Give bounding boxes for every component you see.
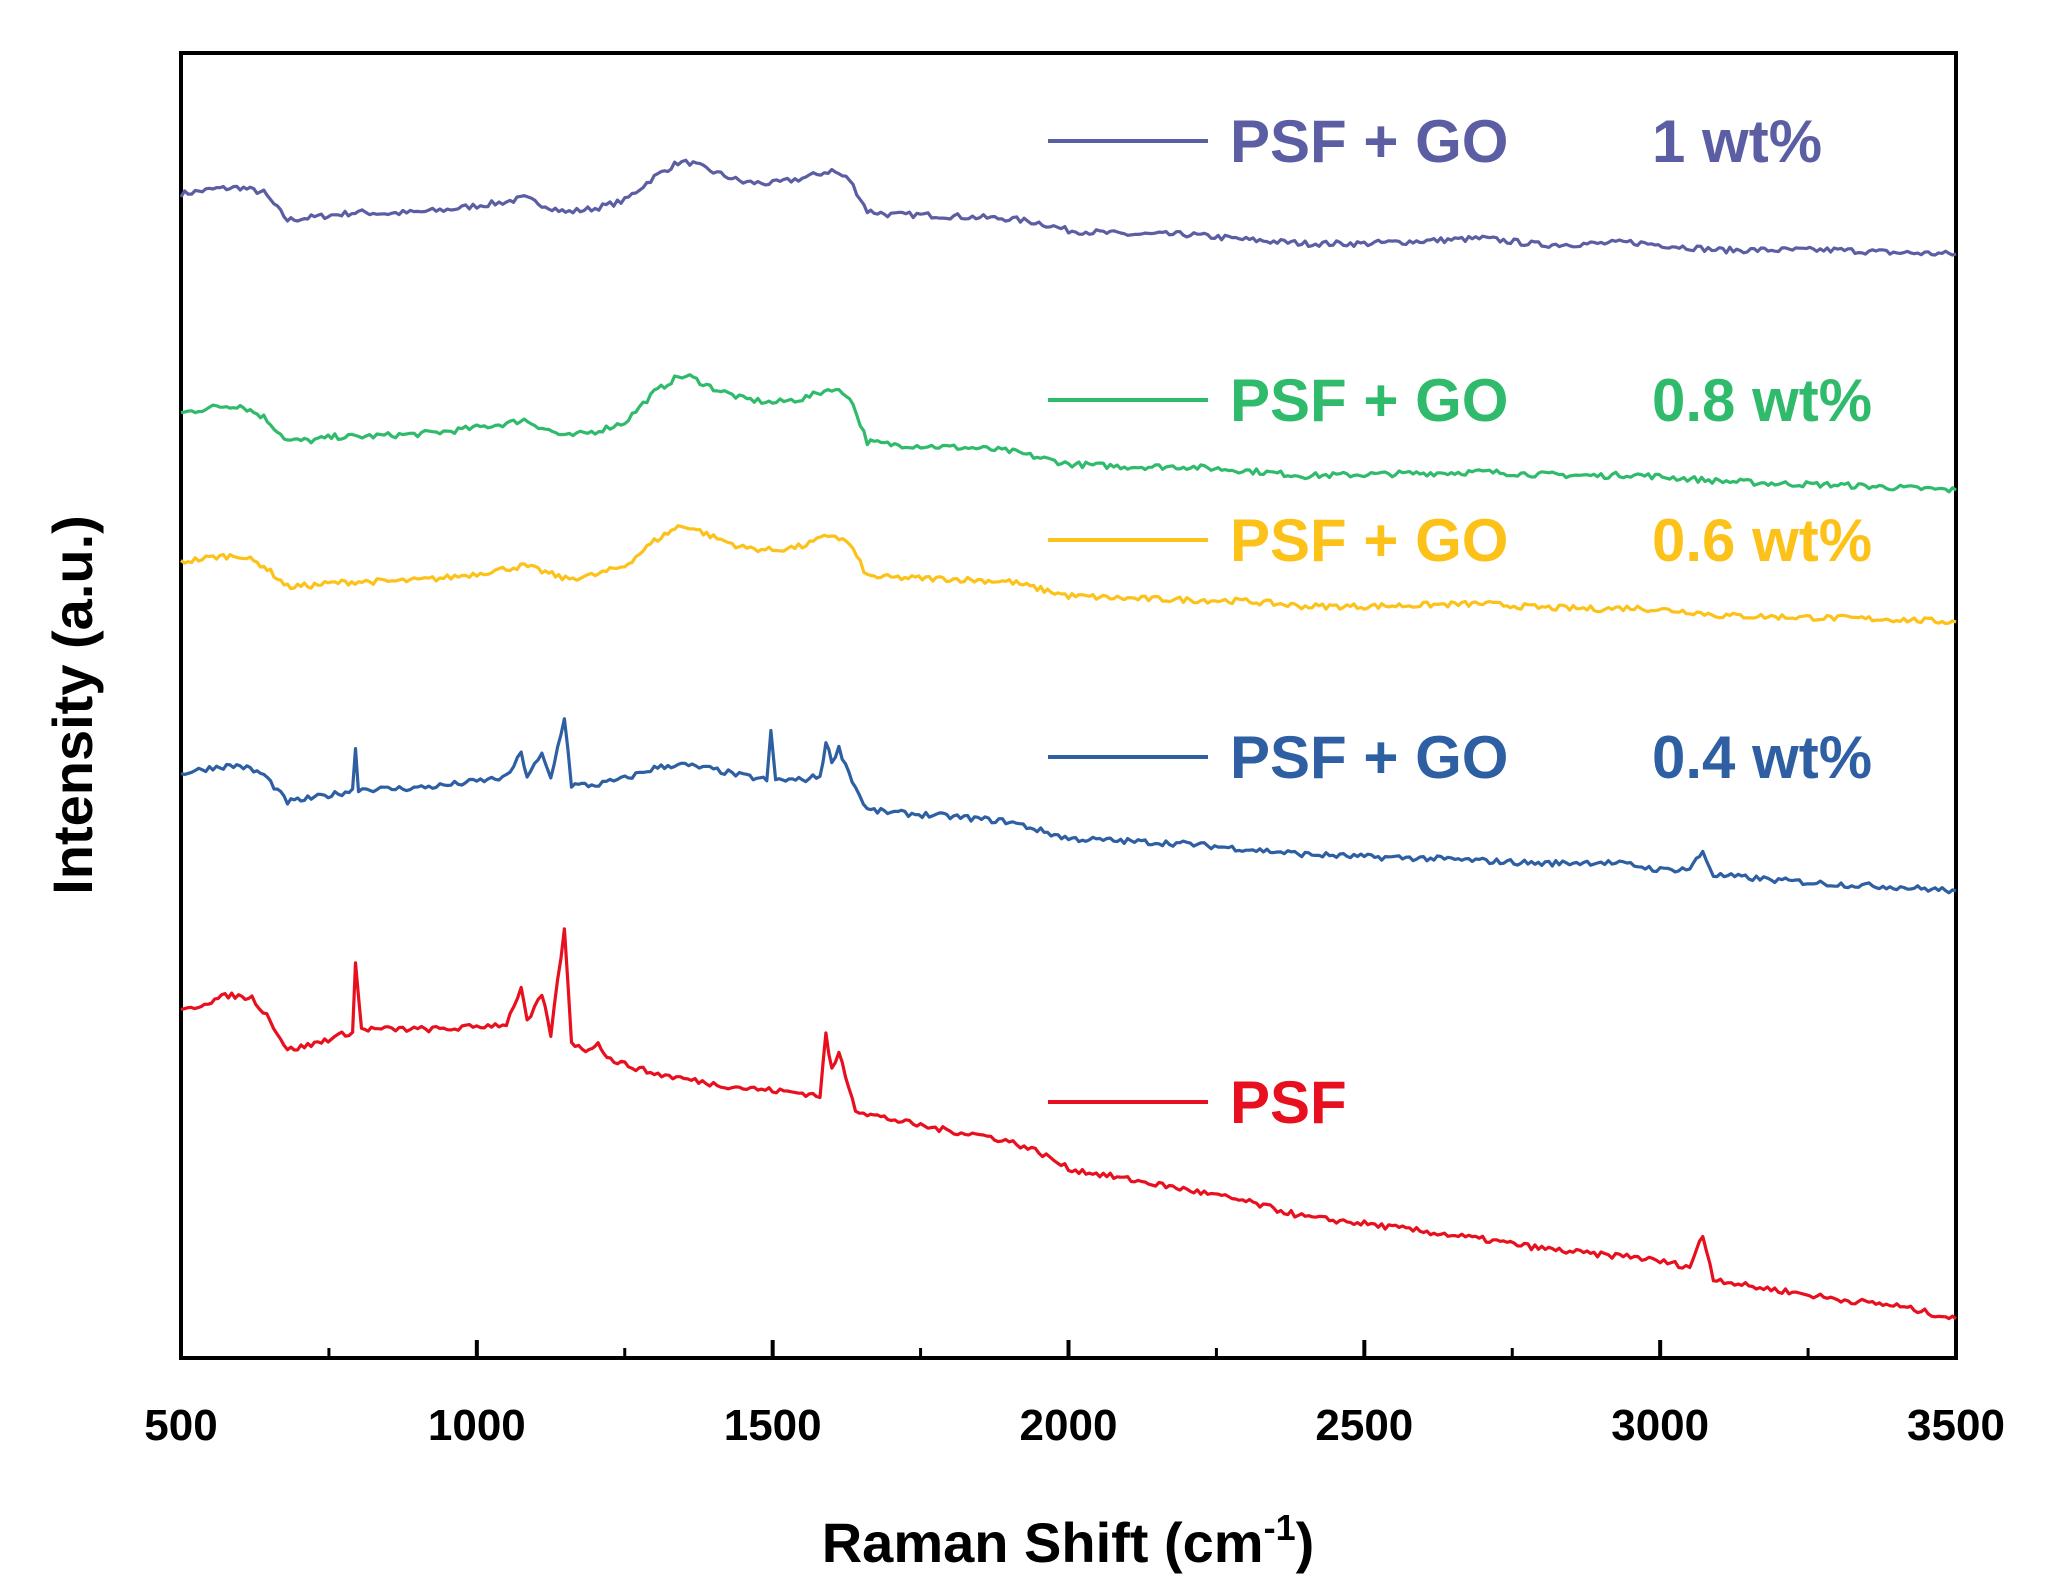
legend-entry-3: PSF + GO 0.6 wt% <box>1048 507 1872 574</box>
x-axis-ticks <box>179 1340 1958 1358</box>
legend-label: PSF + GO <box>1230 367 1508 434</box>
legend-concentration: 0.8 wt% <box>1652 367 1872 434</box>
y-axis-title: Intensity (a.u.) <box>41 515 104 895</box>
legend-entry-1: PSF + GO 1 wt% <box>1048 108 1822 175</box>
legend: PSF + GO 1 wt% PSF + GO 0.8 wt% PSF + GO 0.6 … <box>1048 108 1872 1136</box>
series-line-1 <box>179 158 1957 257</box>
series-line-3 <box>180 524 1957 626</box>
legend-concentration: 0.4 wt% <box>1652 724 1872 791</box>
legend-entry-5: PSF <box>1048 1069 1347 1136</box>
series-line-4 <box>180 717 1957 895</box>
x-tick-label-3500: 3500 <box>1907 1401 2005 1450</box>
x-axis-title-main: Raman Shift (cm <box>822 1511 1264 1574</box>
legend-label: PSF + GO <box>1230 724 1508 791</box>
x-tick-label-2500: 2500 <box>1315 1401 1413 1450</box>
legend-concentration: 0.6 wt% <box>1652 507 1872 574</box>
series-line-2 <box>180 373 1957 494</box>
series-line-5 <box>180 927 1957 1321</box>
plot-area <box>179 51 1958 1360</box>
legend-concentration: 1 wt% <box>1652 108 1822 175</box>
series-lines <box>179 158 1957 1321</box>
x-tick-label-500: 500 <box>144 1401 217 1450</box>
legend-entry-4: PSF + GO 0.4 wt% <box>1048 724 1872 791</box>
x-tick-label-2000: 2000 <box>1020 1401 1118 1450</box>
x-axis-title-suffix: ) <box>1296 1511 1315 1574</box>
x-axis-title: Raman Shift (cm-1) <box>822 1507 1315 1574</box>
x-tick-label-3000: 3000 <box>1611 1401 1709 1450</box>
legend-entry-2: PSF + GO 0.8 wt% <box>1048 367 1872 434</box>
x-tick-label-1500: 1500 <box>724 1401 822 1450</box>
x-tick-label-1000: 1000 <box>428 1401 526 1450</box>
x-axis-title-superscript: -1 <box>1264 1507 1296 1548</box>
x-axis-tick-labels: 500 1000 1500 2000 2500 3000 3500 <box>144 1401 2005 1450</box>
legend-label: PSF + GO <box>1230 108 1508 175</box>
legend-label: PSF <box>1230 1069 1347 1136</box>
legend-label: PSF + GO <box>1230 507 1508 574</box>
